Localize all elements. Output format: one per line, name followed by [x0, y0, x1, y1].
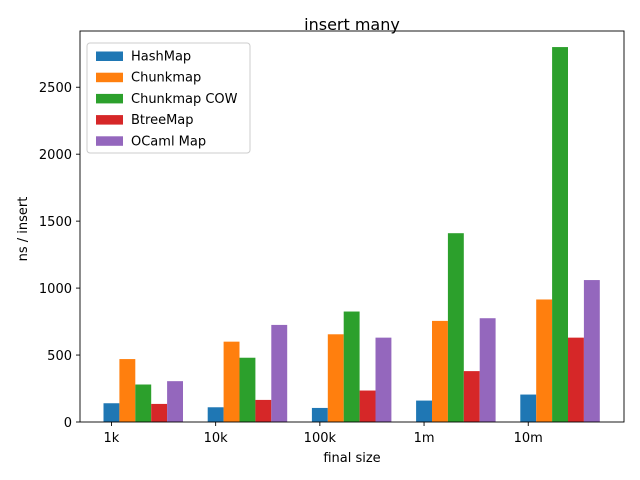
legend-swatch-chunkmap-cow [96, 93, 123, 104]
bar-chunkmap-cow-1m [447, 233, 464, 422]
legend-swatch-chunkmap [96, 72, 123, 83]
x-tick-label-100k: 100k [304, 431, 337, 446]
bar-chunkmap-1m [432, 320, 448, 422]
x-axis-label: final size [323, 451, 380, 466]
legend-swatch-ocaml-map [96, 136, 123, 146]
bar-ocaml-map-1m [479, 318, 496, 422]
plot-area [79, 30, 625, 423]
x-tick-label-1k: 1k [104, 431, 120, 446]
bars [103, 47, 600, 422]
bar-chunkmap-10m [536, 299, 553, 422]
legend-box [86, 42, 251, 154]
bar-btreemap-10m [568, 337, 584, 422]
bar-hashmap-100k [311, 407, 328, 422]
bar-chunkmap-cow-1k [135, 384, 152, 422]
legend-swatch-hashmap [96, 51, 123, 61]
x-tick-label-10k: 10k [204, 431, 229, 446]
y-tick-label-1000: 1000 [39, 282, 72, 297]
bar-btreemap-100k [359, 390, 376, 422]
y-axis: 0 500 1000 1500 2000 2500 [39, 81, 80, 431]
bar-ocaml-map-10k [271, 324, 288, 422]
bar-btreemap-10k [255, 399, 272, 422]
y-tick-label-2000: 2000 [39, 148, 72, 163]
x-tick-label-10m: 10m [514, 431, 543, 446]
y-tick-label-500: 500 [47, 349, 72, 364]
bar-btreemap-1k [151, 403, 168, 422]
x-axis: 1k 10k 100k 1m 10m [104, 422, 543, 446]
bar-btreemap-1m [463, 371, 480, 422]
bar-hashmap-1k [103, 403, 120, 422]
legend-label-ocaml-map: OCaml Map [131, 134, 206, 149]
legend-swatch-btreemap [96, 115, 123, 125]
bar-chunkmap-10k [223, 341, 240, 422]
x-tick-label-1m: 1m [414, 431, 435, 446]
bar-chunkmap-cow-100k [343, 311, 360, 422]
bar-chunkmap-cow-10m [552, 47, 568, 422]
bar-hashmap-10k [207, 407, 224, 422]
plot-frame [79, 30, 625, 423]
legend-label-btreemap: BtreeMap [131, 113, 194, 128]
bar-chunkmap-100k [327, 334, 344, 422]
legend: HashMap Chunkmap Chunkmap COW BtreeMap OCaml… [86, 42, 251, 154]
bar-ocaml-map-1k [167, 381, 183, 422]
bar-chunkmap-1k [119, 359, 136, 422]
bar-hashmap-10m [520, 394, 537, 422]
y-tick-label-0: 0 [64, 416, 72, 431]
y-axis-label: ns / insert [16, 197, 31, 262]
bar-ocaml-map-100k [375, 337, 392, 422]
legend-label-chunkmap-cow: Chunkmap COW [131, 92, 238, 107]
y-tick-label-2500: 2500 [39, 81, 72, 96]
bar-hashmap-1m [416, 400, 432, 422]
legend-label-chunkmap: Chunkmap [131, 71, 201, 86]
y-tick-label-1500: 1500 [39, 215, 72, 230]
bar-chunkmap-cow-10k [239, 357, 256, 422]
chart-title: insert many [304, 15, 400, 34]
legend-label-hashmap: HashMap [131, 50, 191, 65]
bar-ocaml-map-10m [583, 280, 600, 422]
